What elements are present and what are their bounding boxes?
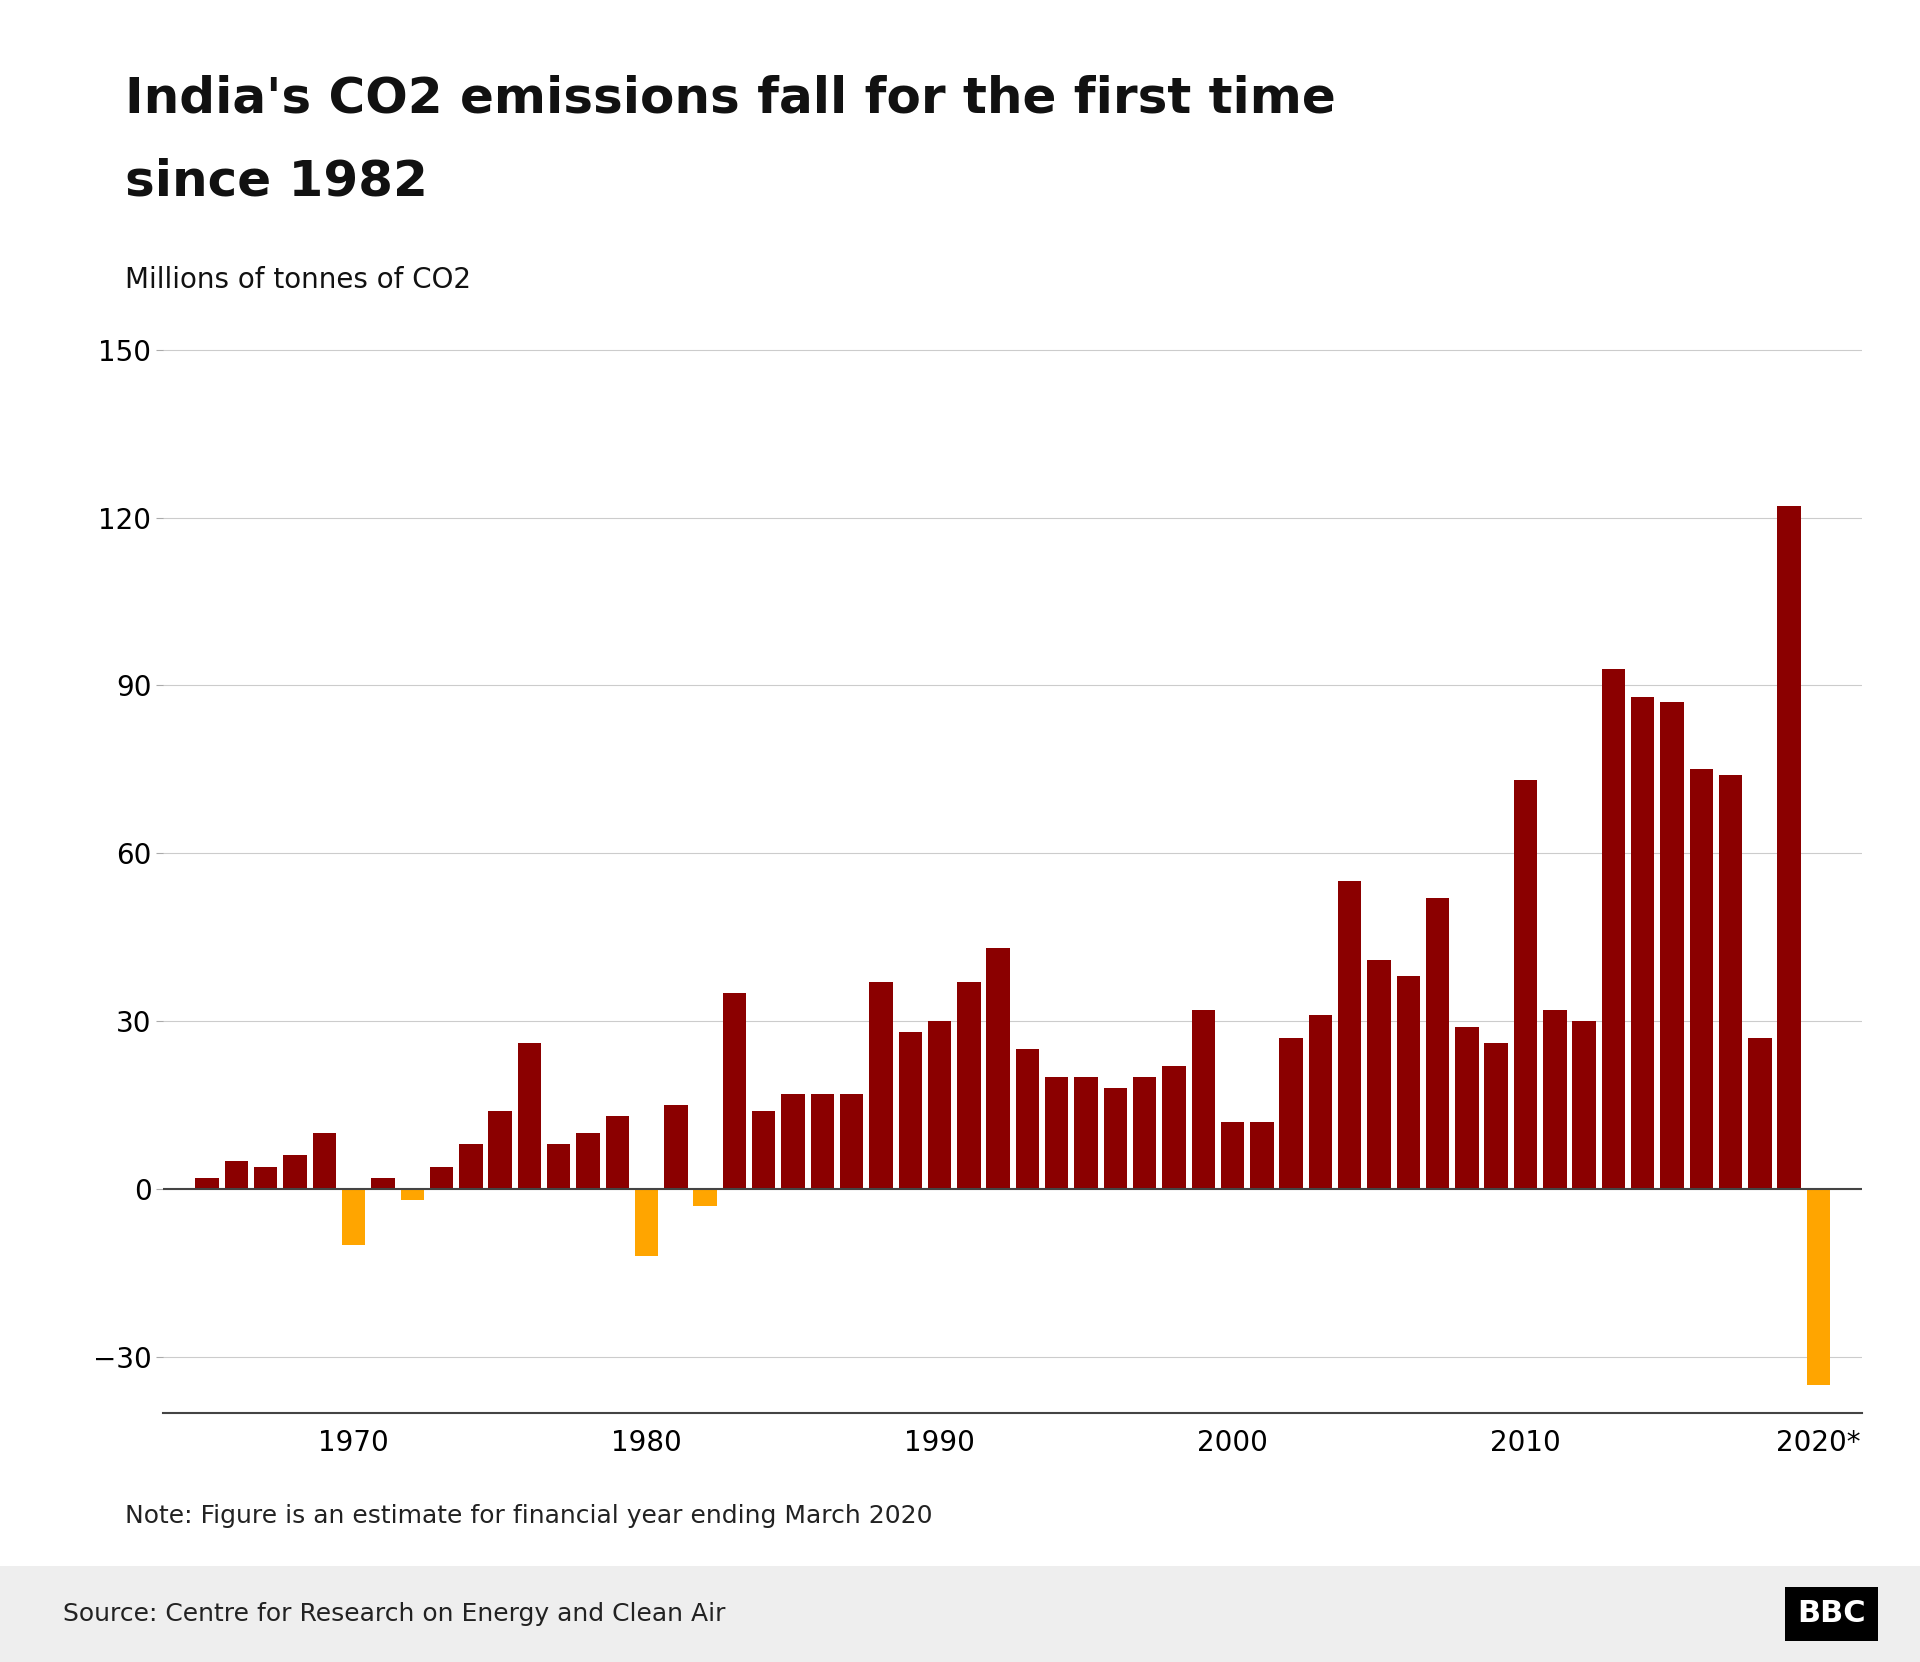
Bar (870, 982, 893, 1188)
Bar (196, 1178, 219, 1188)
Bar (1367, 959, 1390, 1188)
Bar (958, 982, 981, 1188)
Bar (547, 1143, 570, 1188)
Bar (722, 994, 747, 1188)
Text: India's CO2 emissions fall for the first time: India's CO2 emissions fall for the first… (125, 75, 1336, 123)
Bar (459, 1143, 482, 1188)
Text: Note: Figure is an estimate for financial year ending March 2020: Note: Figure is an estimate for financia… (125, 1504, 933, 1527)
Bar (693, 1188, 716, 1205)
Bar (225, 1162, 248, 1188)
Bar (1778, 507, 1801, 1188)
Bar (401, 1188, 424, 1200)
Bar (636, 1188, 659, 1256)
Bar (605, 1117, 630, 1188)
Bar (430, 1167, 453, 1188)
Bar (839, 1094, 864, 1188)
Bar (1104, 1089, 1127, 1188)
Bar (664, 1105, 687, 1188)
Bar (284, 1155, 307, 1188)
Bar (313, 1133, 336, 1188)
Bar (1630, 696, 1655, 1188)
Bar (1690, 770, 1713, 1188)
Bar (518, 1044, 541, 1188)
Bar (899, 1032, 922, 1188)
Bar (781, 1094, 804, 1188)
Bar (1016, 1049, 1039, 1188)
Bar (253, 1167, 278, 1188)
Bar (1747, 1037, 1772, 1188)
Bar (342, 1188, 365, 1245)
Bar (1544, 1010, 1567, 1188)
Bar (1309, 1015, 1332, 1188)
Bar (1661, 701, 1684, 1188)
Bar (1572, 1020, 1596, 1188)
Bar (371, 1178, 396, 1188)
Bar (1075, 1077, 1098, 1188)
Bar (1484, 1044, 1507, 1188)
Bar (810, 1094, 833, 1188)
Text: Millions of tonnes of CO2: Millions of tonnes of CO2 (125, 266, 470, 294)
Text: BBC: BBC (1797, 1599, 1866, 1629)
Bar (1221, 1122, 1244, 1188)
Bar (1162, 1065, 1187, 1188)
Bar (987, 949, 1010, 1188)
Bar (1807, 1188, 1830, 1384)
Bar (1250, 1122, 1273, 1188)
Bar (753, 1110, 776, 1188)
Bar (488, 1110, 513, 1188)
Bar (1396, 976, 1421, 1188)
Bar (1133, 1077, 1156, 1188)
Bar (1601, 668, 1624, 1188)
Text: Source: Centre for Research on Energy and Clean Air: Source: Centre for Research on Energy an… (63, 1602, 726, 1625)
Bar (1455, 1027, 1478, 1188)
Bar (1718, 774, 1741, 1188)
Bar (1044, 1077, 1068, 1188)
Text: since 1982: since 1982 (125, 158, 428, 206)
Bar (576, 1133, 599, 1188)
Bar (1279, 1037, 1304, 1188)
Bar (1338, 881, 1361, 1188)
Bar (1192, 1010, 1215, 1188)
Bar (927, 1020, 950, 1188)
Bar (1513, 781, 1538, 1188)
Bar (1427, 897, 1450, 1188)
